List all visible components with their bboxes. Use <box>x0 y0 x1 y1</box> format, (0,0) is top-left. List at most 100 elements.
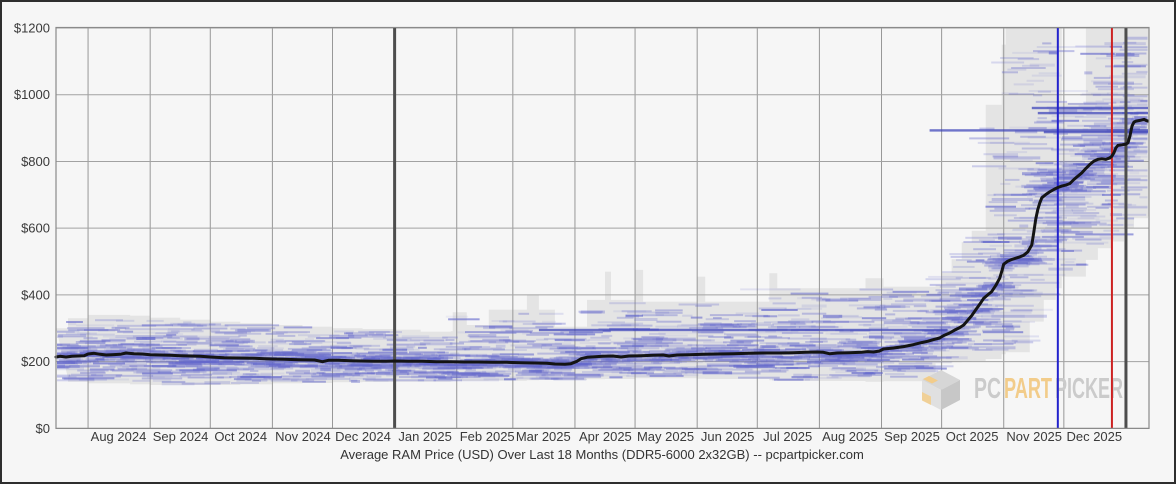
price-tick <box>77 332 91 335</box>
price-tick <box>1018 260 1044 263</box>
price-tick <box>550 371 576 374</box>
price-tick <box>601 358 613 362</box>
price-tick <box>831 367 866 371</box>
price-tick <box>632 359 669 362</box>
cube-orange-accent-2 <box>922 392 931 405</box>
price-tick <box>75 341 106 344</box>
price-tick <box>1035 162 1054 165</box>
price-band <box>56 27 1149 385</box>
price-tick <box>359 367 399 370</box>
price-tick <box>464 370 487 373</box>
price-tick <box>815 322 836 324</box>
price-tick <box>869 335 884 339</box>
price-tick <box>1006 151 1028 154</box>
price-tick <box>1013 83 1034 86</box>
price-tick <box>789 357 802 360</box>
price-tick <box>1103 125 1124 128</box>
price-tick <box>946 345 972 348</box>
price-tick <box>319 362 346 365</box>
price-tick <box>557 347 596 350</box>
price-tick <box>834 353 877 357</box>
price-tick <box>852 341 873 344</box>
price-tick <box>1076 166 1105 169</box>
price-tick <box>975 323 1013 326</box>
price-tick <box>777 314 800 317</box>
price-tick <box>535 325 554 328</box>
price-tick <box>821 317 840 320</box>
price-tick <box>655 325 678 328</box>
price-tick <box>1083 139 1103 142</box>
price-tick <box>1002 281 1060 284</box>
price-tick <box>1048 51 1059 55</box>
price-tick <box>569 363 589 366</box>
price-tick <box>434 356 461 359</box>
price-tick <box>610 341 631 344</box>
price-tick <box>195 359 217 362</box>
price-tick <box>1069 180 1085 183</box>
price-tick <box>1093 185 1112 189</box>
price-tick <box>472 363 488 366</box>
price-tick <box>977 141 1015 144</box>
price-tick <box>737 340 753 344</box>
price-tick <box>917 310 928 313</box>
price-tick <box>990 255 1030 258</box>
price-tick <box>1100 203 1113 206</box>
price-tick <box>214 367 239 370</box>
price-tick <box>119 364 173 367</box>
price-tick <box>1083 156 1125 159</box>
price-tick <box>1010 159 1033 162</box>
price-tick <box>655 309 683 312</box>
price-tick <box>821 359 835 363</box>
price-tick <box>352 374 364 377</box>
price-tick <box>644 357 661 360</box>
price-tick <box>819 343 837 346</box>
price-tick <box>721 346 737 349</box>
price-tick <box>1060 143 1094 146</box>
price-tick <box>631 372 647 375</box>
price-tick <box>791 356 805 359</box>
price-tick <box>167 328 193 330</box>
price-tick <box>162 349 176 352</box>
price-tick <box>284 340 326 343</box>
price-tick <box>239 359 279 362</box>
price-tick <box>568 354 604 356</box>
price-tick <box>598 342 611 345</box>
price-tick <box>171 330 204 333</box>
watermark-text-part: PART <box>1004 373 1052 405</box>
price-tick <box>566 363 592 367</box>
price-tick <box>659 356 688 359</box>
price-tick <box>343 374 368 377</box>
price-tick <box>649 369 665 371</box>
price-tick <box>542 320 556 323</box>
price-tick <box>620 345 644 348</box>
price-tick <box>691 347 707 350</box>
price-tick <box>319 355 355 358</box>
price-tick <box>1087 183 1118 186</box>
price-tick <box>702 358 714 362</box>
price-tick <box>127 357 146 360</box>
price-tick <box>863 323 885 327</box>
price-tick <box>59 359 81 362</box>
price-tick <box>676 360 703 364</box>
price-tick <box>407 373 438 376</box>
price-tick <box>1120 46 1148 49</box>
price-tick <box>1137 103 1148 106</box>
price-tick <box>333 356 369 359</box>
x-axis-tick-label: Jul 2025 <box>763 429 812 444</box>
price-tick <box>824 358 841 361</box>
price-tick <box>57 353 77 356</box>
price-tick <box>777 326 796 328</box>
price-tick <box>260 372 285 375</box>
price-tick <box>884 352 914 355</box>
price-tick <box>787 337 827 340</box>
price-tick <box>1010 193 1033 196</box>
price-tick <box>67 327 105 330</box>
price-tick <box>1124 63 1148 66</box>
price-tick <box>1074 172 1098 175</box>
price-tick <box>131 351 165 354</box>
price-tick <box>1040 179 1058 182</box>
price-tick <box>1016 261 1046 264</box>
price-tick <box>1062 221 1101 224</box>
price-tick <box>117 368 138 370</box>
price-tick <box>1037 117 1047 120</box>
